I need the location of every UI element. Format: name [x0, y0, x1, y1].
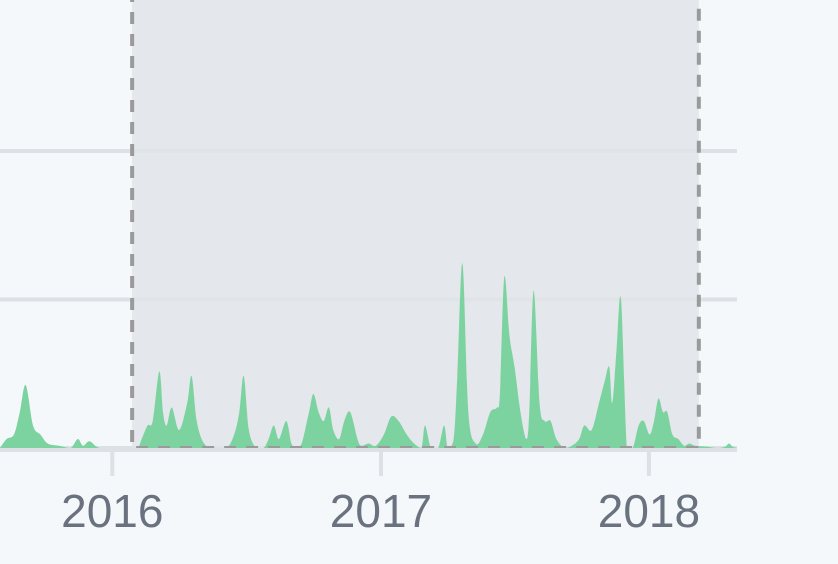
selection-border[interactable]	[130, 0, 701, 450]
x-tick-label: 2016	[61, 485, 163, 537]
x-tick-label: 2018	[598, 485, 700, 537]
x-axis: 2016 2017 2018	[0, 448, 737, 537]
selection-area[interactable]	[132, 0, 699, 448]
selection-region[interactable]	[130, 0, 701, 450]
area-series-0	[0, 263, 737, 448]
x-tick-label: 2017	[330, 485, 432, 537]
area-series	[0, 263, 737, 448]
